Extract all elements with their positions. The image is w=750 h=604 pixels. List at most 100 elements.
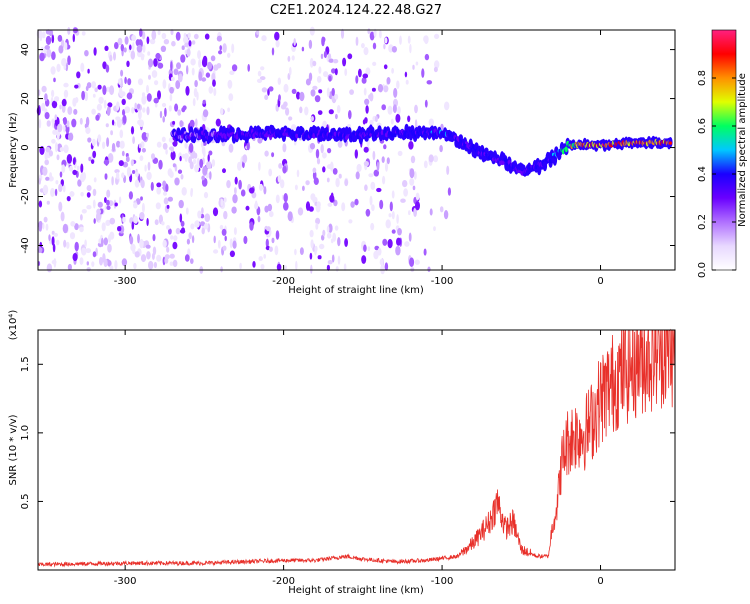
spectrogram-noise-blob <box>191 235 195 244</box>
spectrogram-noise-blob <box>296 91 301 100</box>
spectrogram-noise-blob <box>414 259 420 265</box>
spectrogram-noise-blob <box>168 105 172 112</box>
colorbar-tick-label: 0.4 <box>697 166 708 182</box>
spectrogram-noise-blob <box>189 119 195 128</box>
spectrogram-noise-blob <box>91 138 96 147</box>
spectrogram-noise-blob <box>90 159 95 165</box>
spectrogram-noise-blob <box>293 38 297 46</box>
snr-series-line <box>37 328 676 568</box>
spectrogram-noise-blob <box>209 171 212 180</box>
spectrogram-noise-blob <box>156 182 162 188</box>
spectrogram-noise-blob <box>105 123 109 128</box>
spectrogram-noise-blob <box>140 55 145 61</box>
spectrogram-noise-blob <box>376 187 382 193</box>
spectrogram-noise-blob <box>194 220 200 228</box>
spectrogram-noise-blob <box>372 42 377 50</box>
spectrogram-ridge-blob <box>230 127 235 135</box>
spectrogram-noise-blob <box>185 207 189 215</box>
spectrogram-noise-blob <box>396 80 400 89</box>
spectrogram-noise-blob <box>195 118 198 127</box>
spectrogram-noise-blob <box>94 87 98 93</box>
spectrogram-noise-blob <box>312 60 317 67</box>
spectrogram-noise-blob <box>350 201 355 208</box>
spectrogram-noise-blob <box>86 185 92 192</box>
spectrogram-noise-blob <box>354 149 358 159</box>
spectrogram-noise-blob <box>156 141 162 148</box>
snr-y-tick-label: 0.5 <box>20 493 31 509</box>
spectrogram-noise-blob <box>232 194 238 204</box>
spectrogram-noise-blob <box>93 47 97 56</box>
spectrogram-noise-blob <box>326 87 330 98</box>
spectrogram-noise-blob <box>310 264 313 274</box>
spectrogram-noise-blob <box>204 33 210 40</box>
spectrogram-noise-blob <box>443 210 449 220</box>
spectrogram-noise-blob <box>124 76 127 84</box>
spectrogram-noise-blob <box>321 36 326 43</box>
spectrogram-noise-blob <box>297 207 304 216</box>
spectrogram-noise-blob <box>109 217 116 225</box>
spectrogram-noise-blob <box>268 246 273 252</box>
spectrogram-noise-blob <box>405 79 409 85</box>
spectrogram-noise-blob <box>429 208 433 216</box>
spectrogram-noise-blob <box>383 85 389 93</box>
spectrogram-noise-blob <box>308 206 314 212</box>
spectrogram-ridge-blob <box>221 125 227 136</box>
spectrogram-noise-blob <box>71 118 77 128</box>
spectrogram-noise-blob <box>172 163 176 168</box>
spectrogram-noise-blob <box>92 93 96 98</box>
spectrogram-noise-blob <box>249 221 254 231</box>
spectrogram-noise-blob <box>226 180 231 189</box>
spectrogram-noise-blob <box>164 107 167 118</box>
spectrogram-noise-blob <box>52 129 58 135</box>
spectrogram-noise-blob <box>169 261 174 266</box>
spectrogram-noise-blob <box>216 35 222 42</box>
spectrogram-noise-blob <box>178 199 184 209</box>
spectrogram-y-tick-label: -20 <box>20 188 31 204</box>
spectrogram-noise-blob <box>157 30 161 36</box>
spectrogram-noise-blob <box>177 169 183 174</box>
spectrogram-noise-blob <box>85 126 91 135</box>
spectrogram-noise-blob <box>238 179 242 190</box>
spectrogram-noise-blob <box>428 118 434 127</box>
snr-x-tick-label: -300 <box>114 576 137 587</box>
spectrogram-noise-blob <box>73 108 78 115</box>
spectrogram-noise-blob <box>133 202 138 209</box>
spectrogram-noise-blob <box>228 143 234 153</box>
spectrogram-noise-blob <box>139 212 145 220</box>
spectrogram-noise-blob <box>132 170 136 174</box>
spectrogram-noise-blob <box>326 177 330 183</box>
spectrogram-noise-blob <box>186 48 191 57</box>
spectrogram-noise-blob <box>208 86 214 94</box>
spectrogram-noise-blob <box>271 152 275 158</box>
spectrogram-noise-blob <box>44 112 50 120</box>
spectrogram-noise-blob <box>224 235 227 242</box>
spectrogram-noise-blob <box>170 146 174 153</box>
spectrogram-noise-blob <box>91 108 96 115</box>
spectrogram-noise-blob <box>376 161 380 172</box>
spectrogram-noise-blob <box>383 144 387 150</box>
spectrogram-noise-blob <box>66 154 73 164</box>
spectrogram-noise-blob <box>201 77 207 82</box>
spectrogram-noise-blob <box>97 134 102 143</box>
spectrogram-noise-blob <box>202 165 208 176</box>
spectrogram-noise-blob <box>127 78 132 86</box>
spectrogram-noise-blob <box>278 163 283 169</box>
spectrogram-noise-blob <box>365 105 369 114</box>
spectrogram-noise-blob <box>148 74 151 80</box>
spectrogram-x-tick-label: -200 <box>272 276 295 287</box>
spectrogram-noise-blob <box>121 150 125 157</box>
spectrogram-noise-blob <box>374 115 378 123</box>
spectrogram-noise-blob <box>190 223 195 230</box>
spectrogram-noise-blob <box>86 261 90 266</box>
spectrogram-noise-blob <box>208 150 213 156</box>
spectrogram-noise-blob <box>85 116 90 127</box>
spectrogram-noise-blob <box>67 263 72 271</box>
spectrogram-noise-blob <box>310 193 316 201</box>
spectrogram-noise-blob <box>44 151 48 161</box>
spectrogram-noise-blob <box>215 118 221 127</box>
snr-x-tick-label: -100 <box>431 576 454 587</box>
spectrogram-noise-blob <box>55 180 59 185</box>
spectrogram-noise-blob <box>327 232 332 239</box>
spectrogram-noise-blob <box>122 114 127 124</box>
spectrogram-noise-blob <box>290 124 297 131</box>
